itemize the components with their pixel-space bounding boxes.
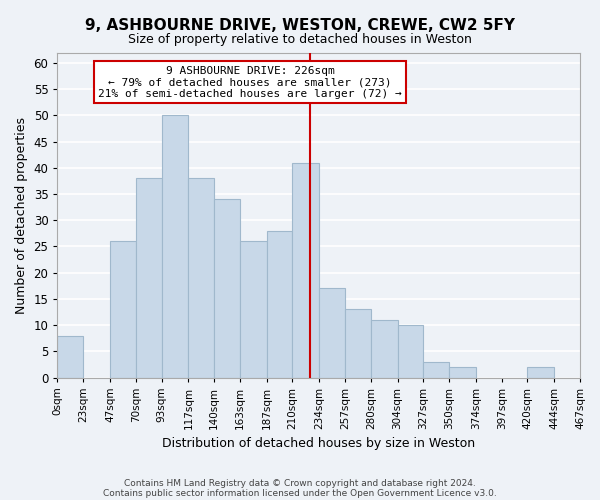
- Text: 9 ASHBOURNE DRIVE: 226sqm
← 79% of detached houses are smaller (273)
21% of semi: 9 ASHBOURNE DRIVE: 226sqm ← 79% of detac…: [98, 66, 402, 99]
- Bar: [110, 241, 136, 378]
- Bar: [371, 320, 398, 378]
- Bar: [319, 288, 345, 378]
- X-axis label: Distribution of detached houses by size in Weston: Distribution of detached houses by size …: [162, 437, 475, 450]
- Bar: [58, 336, 83, 378]
- Bar: [345, 310, 371, 378]
- Text: Contains HM Land Registry data © Crown copyright and database right 2024.: Contains HM Land Registry data © Crown c…: [124, 478, 476, 488]
- Text: Size of property relative to detached houses in Weston: Size of property relative to detached ho…: [128, 32, 472, 46]
- Bar: [188, 178, 214, 378]
- Bar: [398, 325, 424, 378]
- Bar: [214, 200, 240, 378]
- Text: Contains public sector information licensed under the Open Government Licence v3: Contains public sector information licen…: [103, 488, 497, 498]
- Bar: [292, 162, 319, 378]
- Text: 9, ASHBOURNE DRIVE, WESTON, CREWE, CW2 5FY: 9, ASHBOURNE DRIVE, WESTON, CREWE, CW2 5…: [85, 18, 515, 32]
- Bar: [527, 367, 554, 378]
- Bar: [136, 178, 161, 378]
- Bar: [161, 116, 188, 378]
- Bar: [424, 362, 449, 378]
- Bar: [240, 241, 266, 378]
- Bar: [266, 230, 292, 378]
- Bar: [449, 367, 476, 378]
- Y-axis label: Number of detached properties: Number of detached properties: [15, 116, 28, 314]
